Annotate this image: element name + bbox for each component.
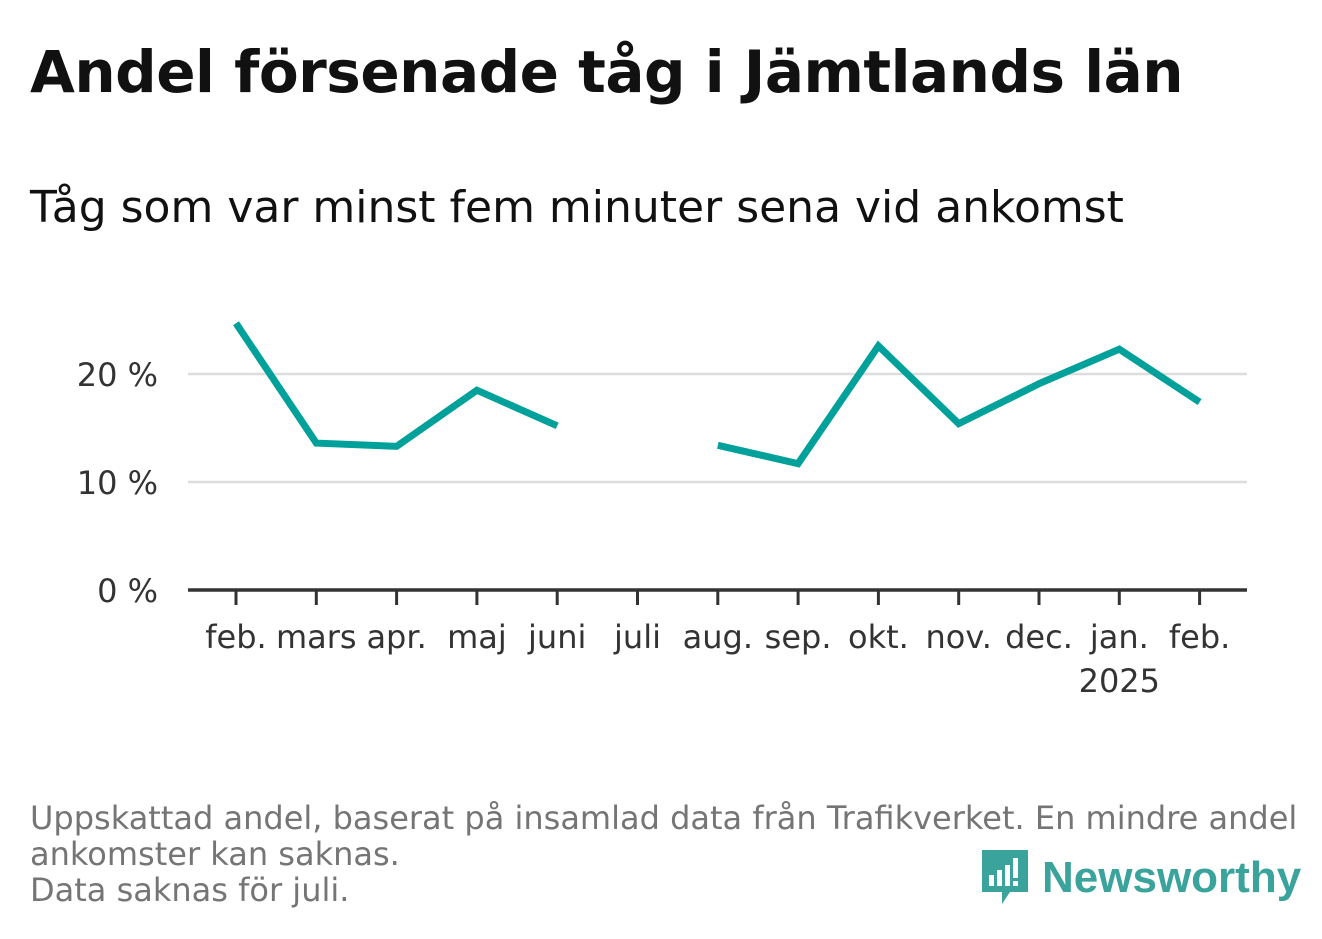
line-chart: 0 % 10 % 20 % feb. mars apr. maj juni juli aug. se… [77,321,1247,700]
x-tick-label: mars [276,618,357,656]
y-tick-label: 20 % [77,356,158,394]
y-tick-label: 0 % [97,572,158,610]
brand-name: Newsworthy [1042,853,1302,902]
newsworthy-logo-icon [982,850,1028,904]
x-tick-label: juli [613,618,661,656]
y-tick-label: 10 % [77,464,158,502]
x-year-label: 2025 [1079,662,1160,700]
footnote-line: Data saknas för juli. [30,871,350,909]
footnote-line: ankomster kan saknas. [30,835,400,873]
series-line [233,321,559,450]
x-tick-label: jan. [1089,618,1149,656]
chart-title: Andel försenade tåg i Jämtlands län [30,38,1184,106]
x-tick-label: dec. [1005,618,1073,656]
chart-subtitle: Tåg som var minst fem minuter sena vid a… [30,182,1124,233]
x-tick-label: feb. [205,618,266,656]
footnote: Uppskattad andel, baserat på insamlad da… [30,799,1298,909]
x-tick-label: feb. [1169,618,1230,656]
x-tick-label: okt. [848,618,909,656]
x-tick-label: aug. [683,618,753,656]
x-tick-label: sep. [765,618,832,656]
series-line [717,340,1202,468]
brand[interactable]: Newsworthy [980,848,1301,908]
x-tick-label: apr. [366,618,426,656]
x-tick-label: maj [447,618,507,656]
x-tick-label: juni [527,618,586,656]
x-tick-label: nov. [925,618,991,656]
footnote-line: Uppskattad andel, baserat på insamlad da… [30,799,1298,837]
